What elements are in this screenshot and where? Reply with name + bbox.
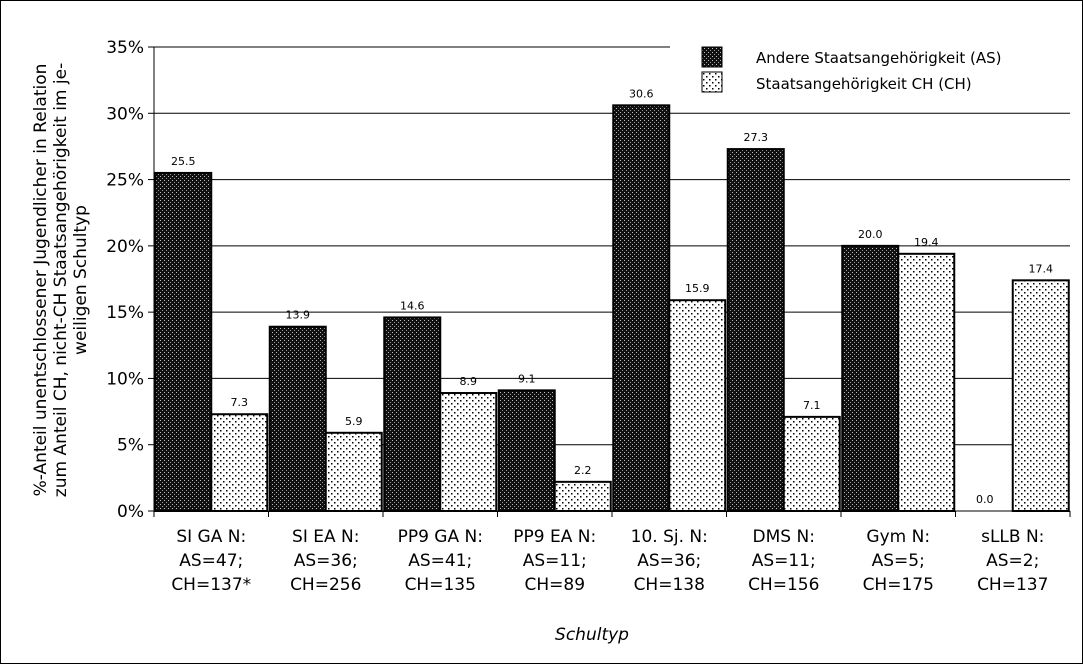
x-tick-label: AS=41; bbox=[408, 551, 472, 571]
legend-swatch-ch bbox=[701, 71, 723, 93]
y-tick-label: 25% bbox=[106, 171, 144, 191]
bar-ch bbox=[1011, 279, 1070, 512]
bar-ch bbox=[210, 413, 269, 513]
bar-as bbox=[154, 171, 213, 512]
x-tick-label: CH=89 bbox=[524, 575, 585, 595]
data-label: 14.6 bbox=[400, 299, 425, 312]
bar-ch bbox=[897, 252, 956, 512]
bar-as bbox=[383, 316, 442, 512]
y-tick-label: 15% bbox=[106, 303, 144, 323]
x-tick-label: AS=36; bbox=[294, 551, 358, 571]
x-tick-label: DMS N: bbox=[753, 527, 815, 547]
x-tick-label: AS=36; bbox=[637, 551, 701, 571]
data-label: 5.9 bbox=[345, 415, 363, 428]
bar-as bbox=[497, 389, 556, 512]
legend-swatch-as bbox=[701, 46, 723, 68]
bar-ch bbox=[782, 415, 841, 513]
bar-as bbox=[268, 325, 327, 512]
legend-label-as: Andere Staatsangehörigkeit (AS) bbox=[756, 49, 1002, 67]
x-tick-label: SI EA N: bbox=[292, 527, 359, 547]
y-tick-label: 35% bbox=[106, 38, 144, 58]
data-label: 13.9 bbox=[286, 309, 311, 322]
x-tick-label: CH=135 bbox=[405, 575, 476, 595]
data-label: 25.5 bbox=[171, 155, 196, 168]
x-tick-label: CH=156 bbox=[748, 575, 819, 595]
y-axis-title-line-1: %-Anteil unentschlossener Jugendlicher i… bbox=[31, 64, 51, 497]
legend-label-ch: Staatsangehörigkeit CH (CH) bbox=[756, 75, 972, 93]
x-tick-label: PP9 GA N: bbox=[398, 527, 483, 547]
bar-ch bbox=[553, 480, 612, 513]
bar-as bbox=[841, 244, 900, 512]
data-label: 2.2 bbox=[574, 464, 592, 477]
y-tick-label: 30% bbox=[106, 104, 144, 124]
bars bbox=[154, 104, 1070, 513]
x-tick-label: AS=11; bbox=[523, 551, 587, 571]
data-label: 0.0 bbox=[976, 493, 994, 506]
x-axis-title: Schultyp bbox=[555, 625, 629, 645]
x-tick-label: CH=256 bbox=[290, 575, 361, 595]
x-tick-label: AS=11; bbox=[752, 551, 816, 571]
data-label: 15.9 bbox=[685, 282, 710, 295]
data-label: 8.9 bbox=[460, 375, 478, 388]
data-label: 27.3 bbox=[744, 131, 769, 144]
legend: Andere Staatsangehörigkeit (AS) Staatsan… bbox=[701, 46, 1002, 93]
x-tick-label: 10. Sj. N: bbox=[631, 527, 708, 547]
data-label: 19.4 bbox=[914, 236, 939, 249]
x-tick-label: AS=5; bbox=[872, 551, 925, 571]
x-tick-label: CH=137* bbox=[171, 575, 251, 595]
data-labels: 25.5 13.9 14.6 9.1 30.6 27.3 20.0 0.0 7.3 5.9 8.9 2… bbox=[171, 87, 1053, 506]
y-axis-title: %-Anteil unentschlossener Jugendlicher i… bbox=[31, 63, 91, 497]
y-tick-label: 0% bbox=[117, 502, 144, 522]
y-axis-title-line-2: zum Anteil CH, nicht-CH Staatsangehörigk… bbox=[51, 63, 71, 497]
x-tick-label: CH=175 bbox=[863, 575, 934, 595]
data-label: 7.1 bbox=[803, 399, 821, 412]
bar-ch bbox=[668, 299, 727, 512]
bar-ch bbox=[324, 431, 383, 513]
x-tick-label: CH=138 bbox=[634, 575, 705, 595]
x-tick-label: AS=2; bbox=[986, 551, 1039, 571]
x-tick-label: Gym N: bbox=[866, 527, 930, 547]
data-label: 30.6 bbox=[629, 87, 654, 100]
data-label: 9.1 bbox=[518, 372, 536, 385]
y-tick-label: 20% bbox=[106, 237, 144, 257]
data-label: 20.0 bbox=[858, 228, 883, 241]
y-tick-label: 10% bbox=[106, 369, 144, 389]
x-tick-labels: SI GA N: AS=47; CH=137* SI EA N: AS=36; CH=25… bbox=[171, 527, 1048, 595]
x-tick-label: AS=47; bbox=[179, 551, 243, 571]
bar-as bbox=[612, 104, 671, 513]
x-tick-label: PP9 EA N: bbox=[513, 527, 596, 547]
data-label: 7.3 bbox=[231, 396, 249, 409]
x-tick-label: CH=137 bbox=[977, 575, 1048, 595]
bar-as bbox=[726, 148, 785, 513]
x-tick-label: sLLB N: bbox=[981, 527, 1044, 547]
y-tick-label: 5% bbox=[117, 436, 144, 456]
x-tick-label: SI GA N: bbox=[176, 527, 246, 547]
y-axis-title-line-3: weiligen Schultyp bbox=[71, 205, 91, 355]
bar-ch bbox=[439, 392, 498, 512]
y-tick-labels: 0% 5% 10% 15% 20% 25% 30% 35% bbox=[106, 38, 144, 522]
data-label: 17.4 bbox=[1029, 262, 1054, 275]
